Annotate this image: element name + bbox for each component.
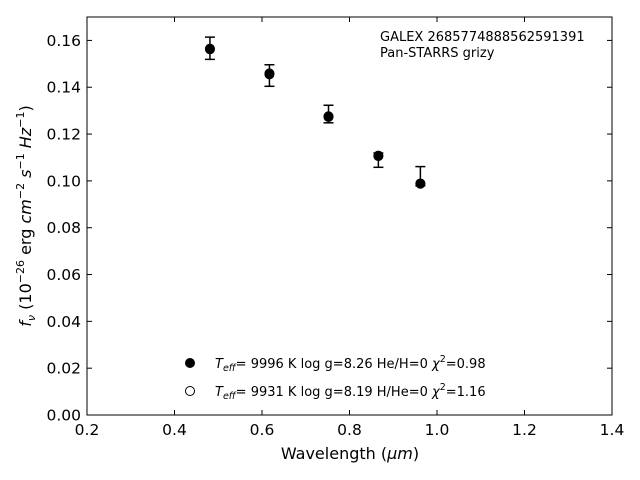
- y-tick-label: 0.04: [46, 313, 81, 331]
- y-tick-label: 0.16: [46, 32, 81, 50]
- legend-entry-1: Teff= 9996 K log g=8.26 He/H=0 χ2=0.98: [215, 354, 486, 374]
- y-tick-label: 0.00: [46, 407, 81, 425]
- x-axis-label: Wavelength (μm): [281, 444, 419, 463]
- legend-entry-2: Teff= 9931 K log g=8.19 H/He=0 χ2=1.16: [215, 382, 486, 402]
- y-tick-label: 0.06: [46, 266, 81, 284]
- x-tick-label: 1.2: [512, 421, 537, 439]
- model-point-filled: [264, 69, 275, 80]
- x-tick-label: 0.6: [250, 421, 275, 439]
- x-tick-label: 0.2: [75, 421, 100, 439]
- y-tick-label: 0.12: [46, 126, 81, 144]
- plot-frame: [86, 16, 613, 416]
- y-axis-label: fν (10−26 erg cm−2 s−1 Hz−1): [14, 105, 38, 326]
- x-tick-label: 0.4: [162, 421, 187, 439]
- model-point-filled: [373, 151, 384, 162]
- x-tick-label: 1.0: [425, 421, 450, 439]
- model-point-filled: [415, 178, 426, 189]
- legend-marker-open: [185, 386, 195, 396]
- survey-annotation: Pan-STARRS grizy: [380, 46, 495, 61]
- y-tick-label: 0.10: [46, 172, 81, 190]
- y-tick-label: 0.14: [46, 79, 81, 97]
- x-axis: 0.2 0.4 0.6 0.8 1.0 1.2 1.4: [75, 17, 625, 439]
- legend: Teff= 9996 K log g=8.26 He/H=0 χ2=0.98 T…: [185, 354, 486, 402]
- y-tick-label: 0.02: [46, 360, 81, 378]
- model-point-filled: [323, 111, 334, 122]
- plot-area: [204, 36, 426, 189]
- y-axis: 0.00 0.02 0.04 0.06 0.08 0.10 0.12 0.14 0.16: [46, 32, 612, 425]
- x-tick-label: 0.8: [337, 421, 362, 439]
- x-tick-label: 1.4: [600, 421, 625, 439]
- y-tick-label: 0.08: [46, 219, 81, 237]
- model-point-filled: [204, 44, 215, 55]
- legend-marker-filled: [185, 358, 195, 368]
- object-id-annotation: GALEX 2685774888562591391: [380, 30, 585, 45]
